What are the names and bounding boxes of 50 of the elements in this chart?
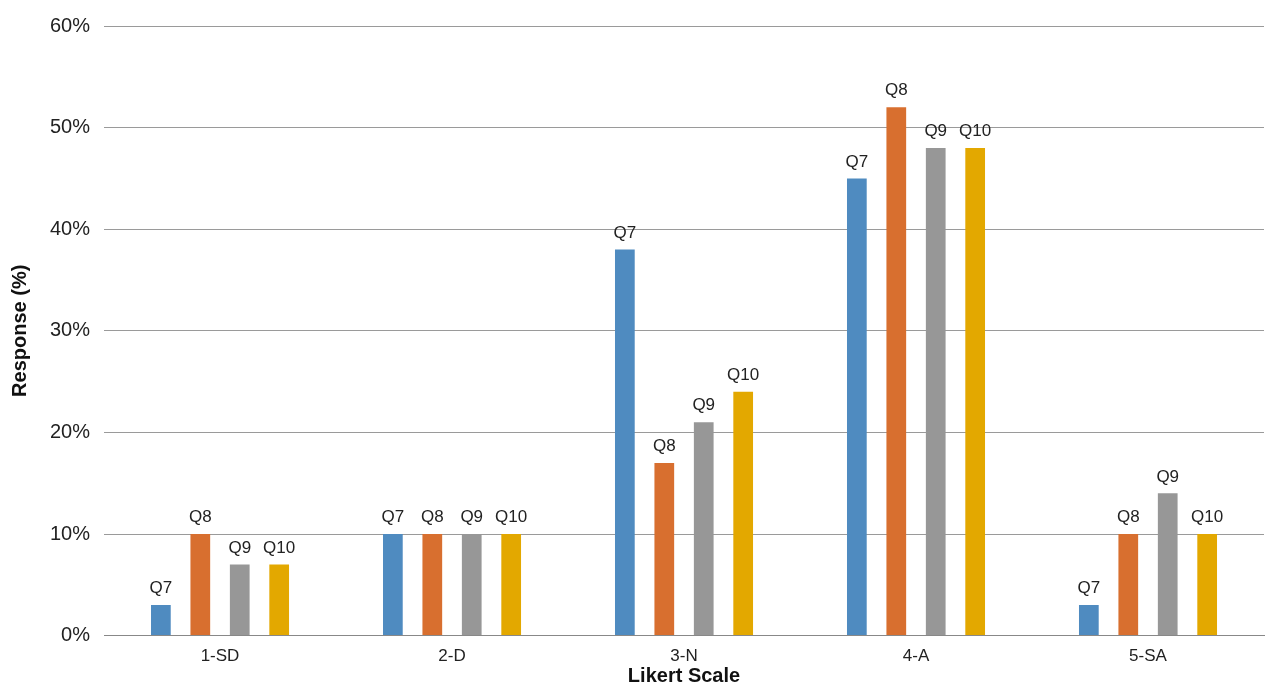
bar: [886, 107, 907, 636]
bar: [501, 534, 522, 636]
bar: [151, 605, 171, 636]
text: Q9: [924, 121, 948, 141]
x-tick-label: 2-D: [438, 646, 466, 666]
bar: [1197, 534, 1218, 636]
y-tick-label: 0%: [61, 623, 91, 646]
bar: [269, 564, 290, 636]
bar: [1118, 534, 1139, 636]
text: Q8: [652, 436, 676, 456]
y-tick-label: 50%: [50, 115, 91, 138]
y-tick-label: 40%: [50, 216, 91, 239]
text: Q9: [1156, 466, 1180, 486]
text: Q7: [613, 222, 637, 242]
bar: [654, 462, 675, 636]
text: Q10: [727, 364, 760, 384]
bar: [1078, 605, 1099, 636]
series-label: Q8: [420, 507, 444, 527]
x-tick-label: 3-N: [670, 646, 698, 666]
bar: [190, 534, 211, 636]
y-tick-label: 10%: [50, 521, 91, 544]
y-tick-label: 20%: [50, 419, 91, 442]
y-axis-title: Response (%): [7, 264, 30, 397]
text: Q8: [1116, 507, 1140, 527]
bar: [965, 147, 986, 636]
bar: [615, 249, 635, 636]
bar: [733, 391, 754, 636]
y-tick-label: 60%: [50, 13, 91, 36]
series-label: Q10: [959, 121, 992, 141]
y-tick-label: 30%: [50, 318, 91, 341]
text: Q9: [228, 537, 252, 557]
x-axis-title: Likert Scale: [627, 663, 741, 686]
text: Q10: [495, 507, 528, 527]
text: Q10: [263, 537, 296, 557]
text: Q7: [845, 151, 869, 171]
x-tick-label: 4-A: [902, 646, 930, 666]
text: Q8: [188, 507, 212, 527]
bar: [229, 564, 250, 636]
text: Q7: [1077, 578, 1101, 598]
bar: [846, 178, 867, 636]
text: Q7: [149, 578, 173, 598]
text: Q8: [884, 80, 908, 100]
text: Q9: [692, 395, 716, 415]
bar: [422, 534, 443, 636]
series-label: Q9: [460, 507, 484, 527]
text: Q10: [1191, 507, 1224, 527]
bar: [383, 534, 403, 636]
x-tick-label: 1-SD: [200, 646, 240, 666]
series-label: Q7: [381, 507, 405, 527]
x-tick-label: 5-SA: [1129, 646, 1168, 666]
